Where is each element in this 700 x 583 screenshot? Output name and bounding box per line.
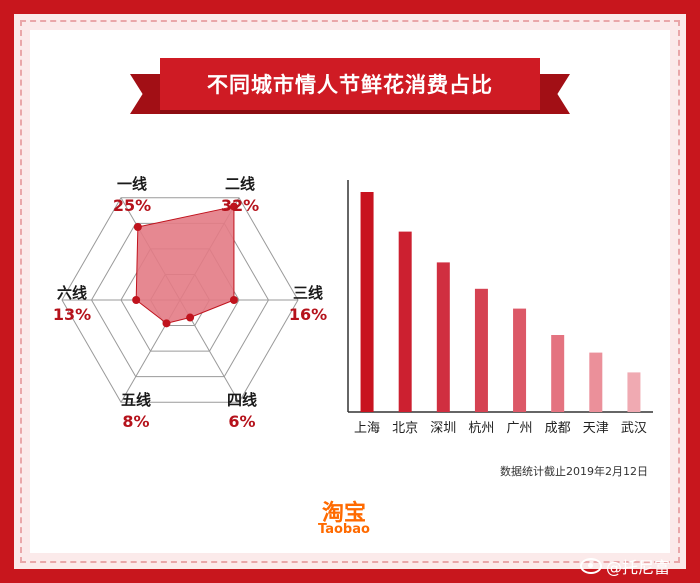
bar-category-label: 天津 bbox=[583, 421, 609, 436]
radar-category-label: 六线 bbox=[57, 284, 87, 302]
radar-value-label: 8% bbox=[122, 412, 149, 431]
data-cutoff-note: 数据统计截止2019年2月12日 bbox=[500, 465, 648, 478]
bar-6 bbox=[551, 335, 565, 412]
radar-value-label: 13% bbox=[53, 305, 91, 324]
bar-category-label: 成都 bbox=[545, 421, 571, 436]
bar-category-label: 北京 bbox=[392, 421, 418, 436]
radar-chart: 一线 25% 二线 32% 三线 16% 四线 6% 五线 8% 六线 13% bbox=[53, 175, 327, 431]
radar-value-label: 6% bbox=[228, 412, 255, 431]
watermark-text: @托尼富 bbox=[606, 558, 671, 577]
radar-category-label: 五线 bbox=[121, 391, 151, 409]
radar-value-label: 16% bbox=[289, 305, 327, 324]
radar-point bbox=[133, 223, 142, 232]
radar-category-label: 一线 bbox=[117, 175, 147, 193]
bar-category-label: 杭州 bbox=[468, 421, 494, 436]
weibo-watermark: @托尼富 bbox=[580, 554, 670, 578]
radar-point bbox=[229, 296, 238, 304]
radar-category-label: 二线 bbox=[225, 175, 255, 193]
bar-4 bbox=[474, 288, 488, 412]
radar-point bbox=[162, 319, 171, 328]
bar-category-label: 上海 bbox=[354, 421, 380, 436]
bar-7 bbox=[589, 352, 603, 412]
bar-8 bbox=[627, 372, 641, 412]
bar-category-label: 广州 bbox=[507, 421, 533, 436]
radar-area bbox=[135, 205, 235, 324]
taobao-logo-text: 淘宝 bbox=[322, 501, 367, 526]
bar-category-label: 武汉 bbox=[621, 421, 647, 436]
radar-category-label: 四线 bbox=[227, 391, 257, 409]
radar-value-label: 32% bbox=[221, 196, 259, 215]
bar-chart: 上海 北京 深圳 杭州 广州 成都 天津 武汉 bbox=[347, 180, 653, 436]
weibo-icon bbox=[580, 558, 602, 574]
bar-category-label: 深圳 bbox=[430, 421, 456, 436]
radar-value-label: 25% bbox=[113, 196, 151, 215]
radar-point bbox=[229, 202, 238, 211]
title-banner: 不同城市情人节鲜花消费占比 bbox=[130, 48, 570, 128]
bar-2 bbox=[398, 231, 412, 412]
bar-5 bbox=[513, 308, 527, 412]
bar-1 bbox=[360, 192, 374, 412]
radar-category-label: 三线 bbox=[293, 284, 323, 302]
taobao-logo-subtext: Taobao bbox=[318, 522, 370, 537]
radar-point bbox=[132, 296, 141, 304]
bar-3 bbox=[436, 262, 450, 412]
chart-title: 不同城市情人节鲜花消费占比 bbox=[160, 58, 540, 110]
radar-point bbox=[186, 313, 195, 322]
